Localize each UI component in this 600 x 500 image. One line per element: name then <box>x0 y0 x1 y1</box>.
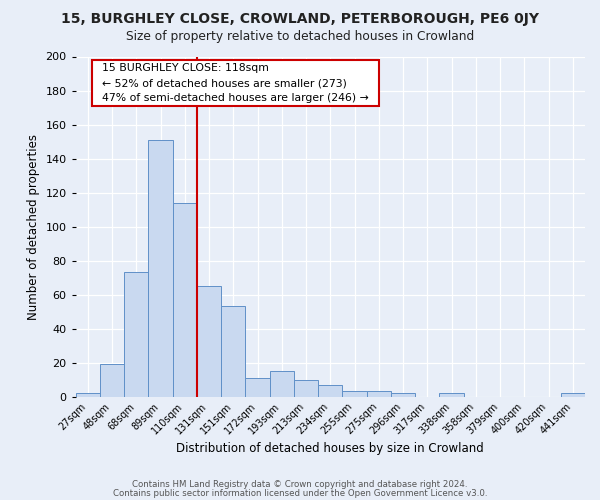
Bar <box>197 286 221 397</box>
Bar <box>76 393 100 396</box>
Bar <box>343 392 367 396</box>
Y-axis label: Number of detached properties: Number of detached properties <box>27 134 40 320</box>
Bar <box>367 392 391 396</box>
Text: Size of property relative to detached houses in Crowland: Size of property relative to detached ho… <box>126 30 474 43</box>
Bar <box>439 393 464 396</box>
Bar <box>124 272 148 396</box>
Bar <box>561 393 585 396</box>
Text: 15, BURGHLEY CLOSE, CROWLAND, PETERBOROUGH, PE6 0JY: 15, BURGHLEY CLOSE, CROWLAND, PETERBOROU… <box>61 12 539 26</box>
Text: Contains HM Land Registry data © Crown copyright and database right 2024.: Contains HM Land Registry data © Crown c… <box>132 480 468 489</box>
Text: Contains public sector information licensed under the Open Government Licence v3: Contains public sector information licen… <box>113 488 487 498</box>
Bar <box>100 364 124 396</box>
Bar <box>173 202 197 396</box>
Bar <box>294 380 318 396</box>
Bar <box>270 371 294 396</box>
Bar <box>148 140 173 396</box>
Bar <box>221 306 245 396</box>
Bar <box>318 384 343 396</box>
Text: 15 BURGHLEY CLOSE: 118sqm
  ← 52% of detached houses are smaller (273)
  47% of : 15 BURGHLEY CLOSE: 118sqm ← 52% of detac… <box>95 64 376 103</box>
X-axis label: Distribution of detached houses by size in Crowland: Distribution of detached houses by size … <box>176 442 484 455</box>
Bar <box>391 393 415 396</box>
Bar <box>245 378 270 396</box>
